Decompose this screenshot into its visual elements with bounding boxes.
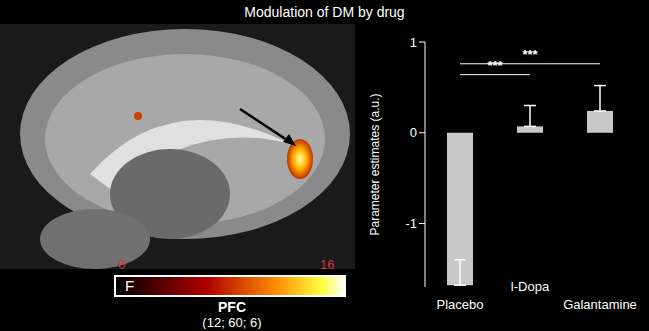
svg-text:F: F — [125, 277, 134, 294]
svg-text:16: 16 — [320, 257, 334, 272]
svg-text:0: 0 — [118, 257, 125, 272]
svg-text:1: 1 — [410, 35, 417, 50]
svg-text:(12; 60; 6): (12; 60; 6) — [202, 315, 261, 329]
svg-text:0: 0 — [410, 125, 417, 140]
svg-text:***: *** — [522, 47, 538, 62]
svg-text:-1: -1 — [405, 216, 417, 231]
svg-text:Placebo: Placebo — [437, 297, 484, 312]
svg-text:PFC: PFC — [218, 299, 246, 315]
svg-text:l-Dopa: l-Dopa — [511, 279, 550, 294]
svg-text:***: *** — [487, 58, 503, 73]
html-text:Modulation of DM by drug: Modulation of DM by drug — [244, 4, 405, 20]
svg-text:Galantamine: Galantamine — [563, 297, 637, 312]
svg-text:Parameter estimates (a.u.): Parameter estimates (a.u.) — [368, 93, 382, 235]
